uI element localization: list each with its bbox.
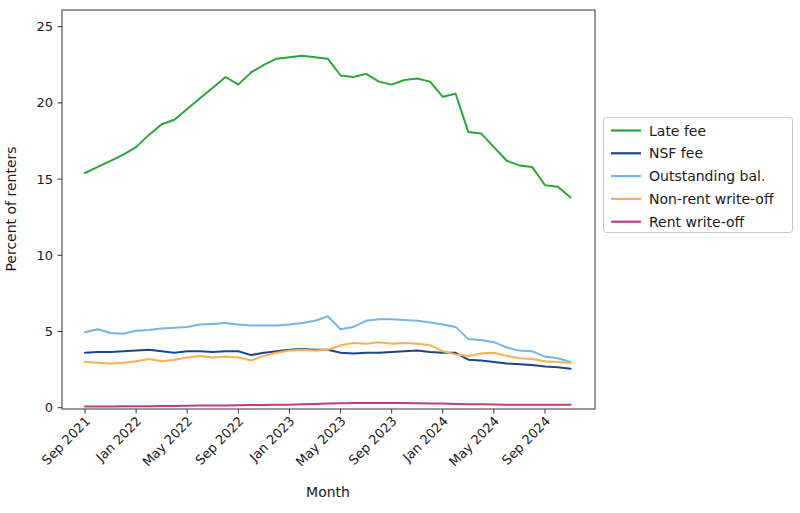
x-axis-label: Month <box>306 484 350 500</box>
y-tick-label: 20 <box>36 95 53 110</box>
legend-label: Rent write-off <box>649 214 745 230</box>
legend-label: NSF fee <box>649 145 703 161</box>
line-chart: 0510152025 Sep 2021Jan 2022May 2022Sep 2… <box>0 0 800 513</box>
x-tick-label: May 2024 <box>446 414 502 470</box>
y-tick-label: 25 <box>36 19 53 34</box>
x-tick-label: Jan 2023 <box>246 414 298 466</box>
x-tick-label: Jan 2022 <box>92 414 144 466</box>
y-tick-label: 5 <box>45 324 53 339</box>
legend-label: Non-rent write-off <box>649 191 774 207</box>
figure: 0510152025 Sep 2021Jan 2022May 2022Sep 2… <box>0 0 800 513</box>
legend-label: Late fee <box>649 123 706 139</box>
x-tick-label: Jan 2024 <box>399 414 451 466</box>
legend-label: Outstanding bal. <box>649 168 765 184</box>
series-line-rent-write-off <box>85 403 571 407</box>
x-tick-label: Sep 2023 <box>346 414 400 468</box>
x-tick-label: Sep 2022 <box>192 414 246 468</box>
series-line-late-fee <box>85 56 571 198</box>
x-tick-label: Sep 2024 <box>499 414 553 468</box>
x-tick-label: Sep 2021 <box>39 414 93 468</box>
series-line-non-rent-write-off <box>85 342 571 363</box>
y-axis: 0 5 10 15 20 25 <box>36 19 62 415</box>
series-lines <box>85 56 571 407</box>
series-line-nsf-fee <box>85 349 571 369</box>
x-axis: Sep 2021Jan 2022May 2022Sep 2022Jan 2023… <box>39 409 553 469</box>
y-tick-label: 15 <box>36 172 53 187</box>
y-tick-label: 10 <box>36 248 53 263</box>
x-tick-label: May 2022 <box>139 414 195 470</box>
y-tick-label: 0 <box>45 400 53 415</box>
x-tick-label: May 2023 <box>293 414 349 470</box>
series-line-outstanding-bal- <box>85 316 571 362</box>
y-axis-label: Percent of renters <box>3 146 19 271</box>
legend: Late fee NSF fee Outstanding bal. Non-rent … <box>604 118 793 233</box>
